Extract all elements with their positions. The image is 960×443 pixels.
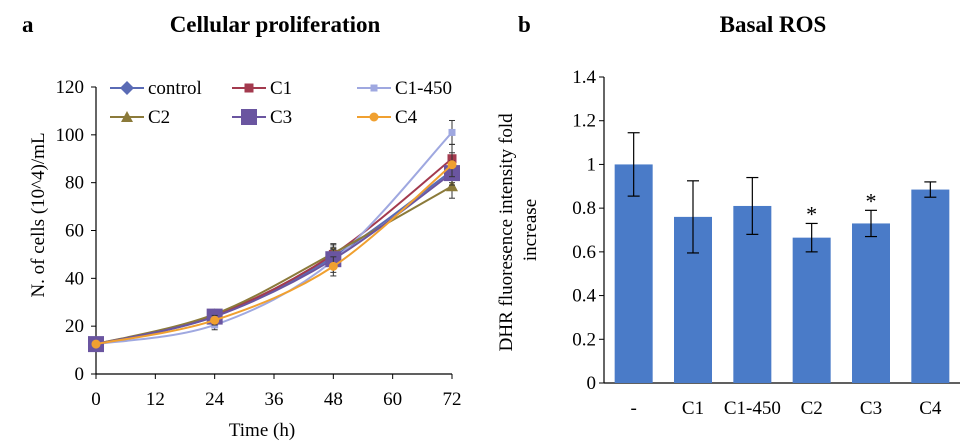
bar bbox=[911, 189, 950, 383]
chart-a-x-tick-label: 24 bbox=[205, 389, 225, 410]
legend-item-c3: C3 bbox=[232, 107, 292, 128]
bar-group-c3: * C3 bbox=[852, 188, 890, 419]
bar-group-c1-450: C1-450 bbox=[724, 176, 781, 419]
series-line-c3 bbox=[95, 172, 453, 346]
legend-marker bbox=[370, 84, 378, 92]
series-line-c1 bbox=[95, 157, 453, 346]
chart-a-x-tick-label: 72 bbox=[443, 389, 462, 410]
chart-b-bars: - C1 C1-450 * C2 * C3 C4 bbox=[614, 132, 950, 419]
chart-b-x-tick-label: C3 bbox=[860, 398, 882, 419]
chart-b-x-tick-label: C1 bbox=[682, 398, 704, 419]
data-point-c4 bbox=[210, 315, 220, 325]
chart-b-title: Basal ROS bbox=[720, 12, 827, 37]
series-line-control bbox=[95, 169, 453, 346]
bar-group-c4: C4 bbox=[911, 181, 950, 419]
data-point-c4 bbox=[328, 261, 338, 271]
data-point-c2 bbox=[446, 180, 458, 192]
bar bbox=[852, 223, 890, 383]
legend-label: C1 bbox=[270, 78, 292, 99]
legend-item-control: control bbox=[110, 78, 202, 99]
chart-b-y-tick-label: 0.2 bbox=[572, 329, 596, 350]
legend-item-c4: C4 bbox=[357, 107, 418, 128]
chart-a-legend: control C1 C1-450 C2 C3 C4 bbox=[110, 78, 452, 128]
panel-b-letter: b bbox=[518, 12, 531, 37]
chart-a-y-tick-label: 80 bbox=[65, 173, 84, 194]
legend-marker bbox=[241, 109, 257, 125]
bar-group-none: - bbox=[614, 132, 653, 419]
legend-label: C1-450 bbox=[395, 78, 452, 99]
chart-a-series bbox=[88, 119, 460, 353]
chart-b-x-tick-label: C2 bbox=[801, 398, 823, 419]
chart-a-y-tick-label: 60 bbox=[65, 221, 84, 242]
data-point-c4 bbox=[447, 160, 457, 170]
data-point-c1-450 bbox=[448, 128, 456, 136]
chart-a-x-tick-label: 60 bbox=[383, 389, 402, 410]
chart-a-x-tick-label: 36 bbox=[265, 389, 284, 410]
series-line-c4 bbox=[95, 163, 453, 346]
chart-b-x-tick-label: C1-450 bbox=[724, 398, 781, 419]
chart-a-y-tick-label: 100 bbox=[56, 125, 85, 146]
chart-a-y-tick-label: 120 bbox=[56, 77, 85, 98]
legend-label: C2 bbox=[148, 107, 170, 128]
chart-b-y-tick-label: 1.2 bbox=[572, 111, 596, 132]
chart-b-y-tick-label: 0 bbox=[587, 373, 597, 394]
legend-label: C3 bbox=[270, 107, 292, 128]
legend-marker bbox=[120, 81, 134, 95]
bar-group-c2: * C2 bbox=[792, 201, 831, 419]
chart-b-y-tick-label: 1 bbox=[587, 154, 597, 175]
chart-b-axes: 0 0.2 0.4 0.6 0.8 1 1.2 1.4 bbox=[572, 67, 960, 394]
chart-a-y-tick-label: 40 bbox=[65, 268, 84, 289]
proliferation-chart: 0 20 40 60 80 100 120 0 12 24 36 48 60 72 control C1 C1… bbox=[28, 77, 462, 441]
series-c1 bbox=[91, 143, 457, 349]
legend-item-c2: C2 bbox=[110, 107, 170, 128]
chart-a-x-tick-label: 12 bbox=[146, 389, 165, 410]
significance-marker: * bbox=[866, 188, 877, 213]
chart-a-axes: 0 20 40 60 80 100 120 0 12 24 36 48 60 72 bbox=[56, 77, 462, 410]
legend-marker bbox=[121, 111, 133, 122]
chart-a-x-tick-label: 0 bbox=[91, 389, 101, 410]
panel-a-letter: a bbox=[22, 12, 34, 37]
bar bbox=[733, 205, 772, 383]
bar bbox=[792, 237, 831, 383]
legend-item-c1-450: C1-450 bbox=[357, 78, 452, 99]
series-c1-450 bbox=[92, 119, 456, 348]
basal-ros-chart: 0 0.2 0.4 0.6 0.8 1 1.2 1.4 - C1 C1-450 * C2 * C3 C4 D… bbox=[496, 67, 960, 419]
chart-a-y-tick-label: 20 bbox=[65, 316, 84, 337]
series-c3 bbox=[88, 160, 460, 353]
significance-marker: * bbox=[806, 201, 817, 226]
chart-a-ylabel: N. of cells (10^4)/mL bbox=[28, 132, 49, 297]
data-point-c4 bbox=[91, 339, 101, 349]
chart-b-y-tick-label: 0.6 bbox=[572, 242, 596, 263]
bar bbox=[614, 164, 653, 383]
chart-a-xlabel: Time (h) bbox=[229, 420, 295, 441]
series-c4 bbox=[91, 152, 457, 349]
legend-label: control bbox=[148, 78, 202, 99]
legend-item-c1: C1 bbox=[232, 78, 292, 99]
chart-b-y-tick-label: 0.4 bbox=[572, 286, 596, 307]
chart-b-y-tick-label: 0.8 bbox=[572, 198, 596, 219]
chart-a-title: Cellular proliferation bbox=[170, 12, 381, 37]
chart-b-y-tick-label: 1.4 bbox=[572, 67, 596, 88]
legend-label: C4 bbox=[395, 107, 418, 128]
bar-group-c1: C1 bbox=[674, 180, 712, 419]
legend-marker bbox=[369, 112, 379, 122]
legend-marker bbox=[244, 83, 254, 93]
chart-b-x-tick-label: C4 bbox=[919, 398, 942, 419]
chart-b-x-tick-label: - bbox=[631, 398, 637, 419]
chart-a-x-tick-label: 48 bbox=[324, 389, 343, 410]
chart-b-ylabel: DHR fluoresence intensity fold increase bbox=[496, 109, 541, 352]
chart-a-y-tick-label: 0 bbox=[75, 364, 85, 385]
series-line-c1-450 bbox=[95, 131, 453, 346]
